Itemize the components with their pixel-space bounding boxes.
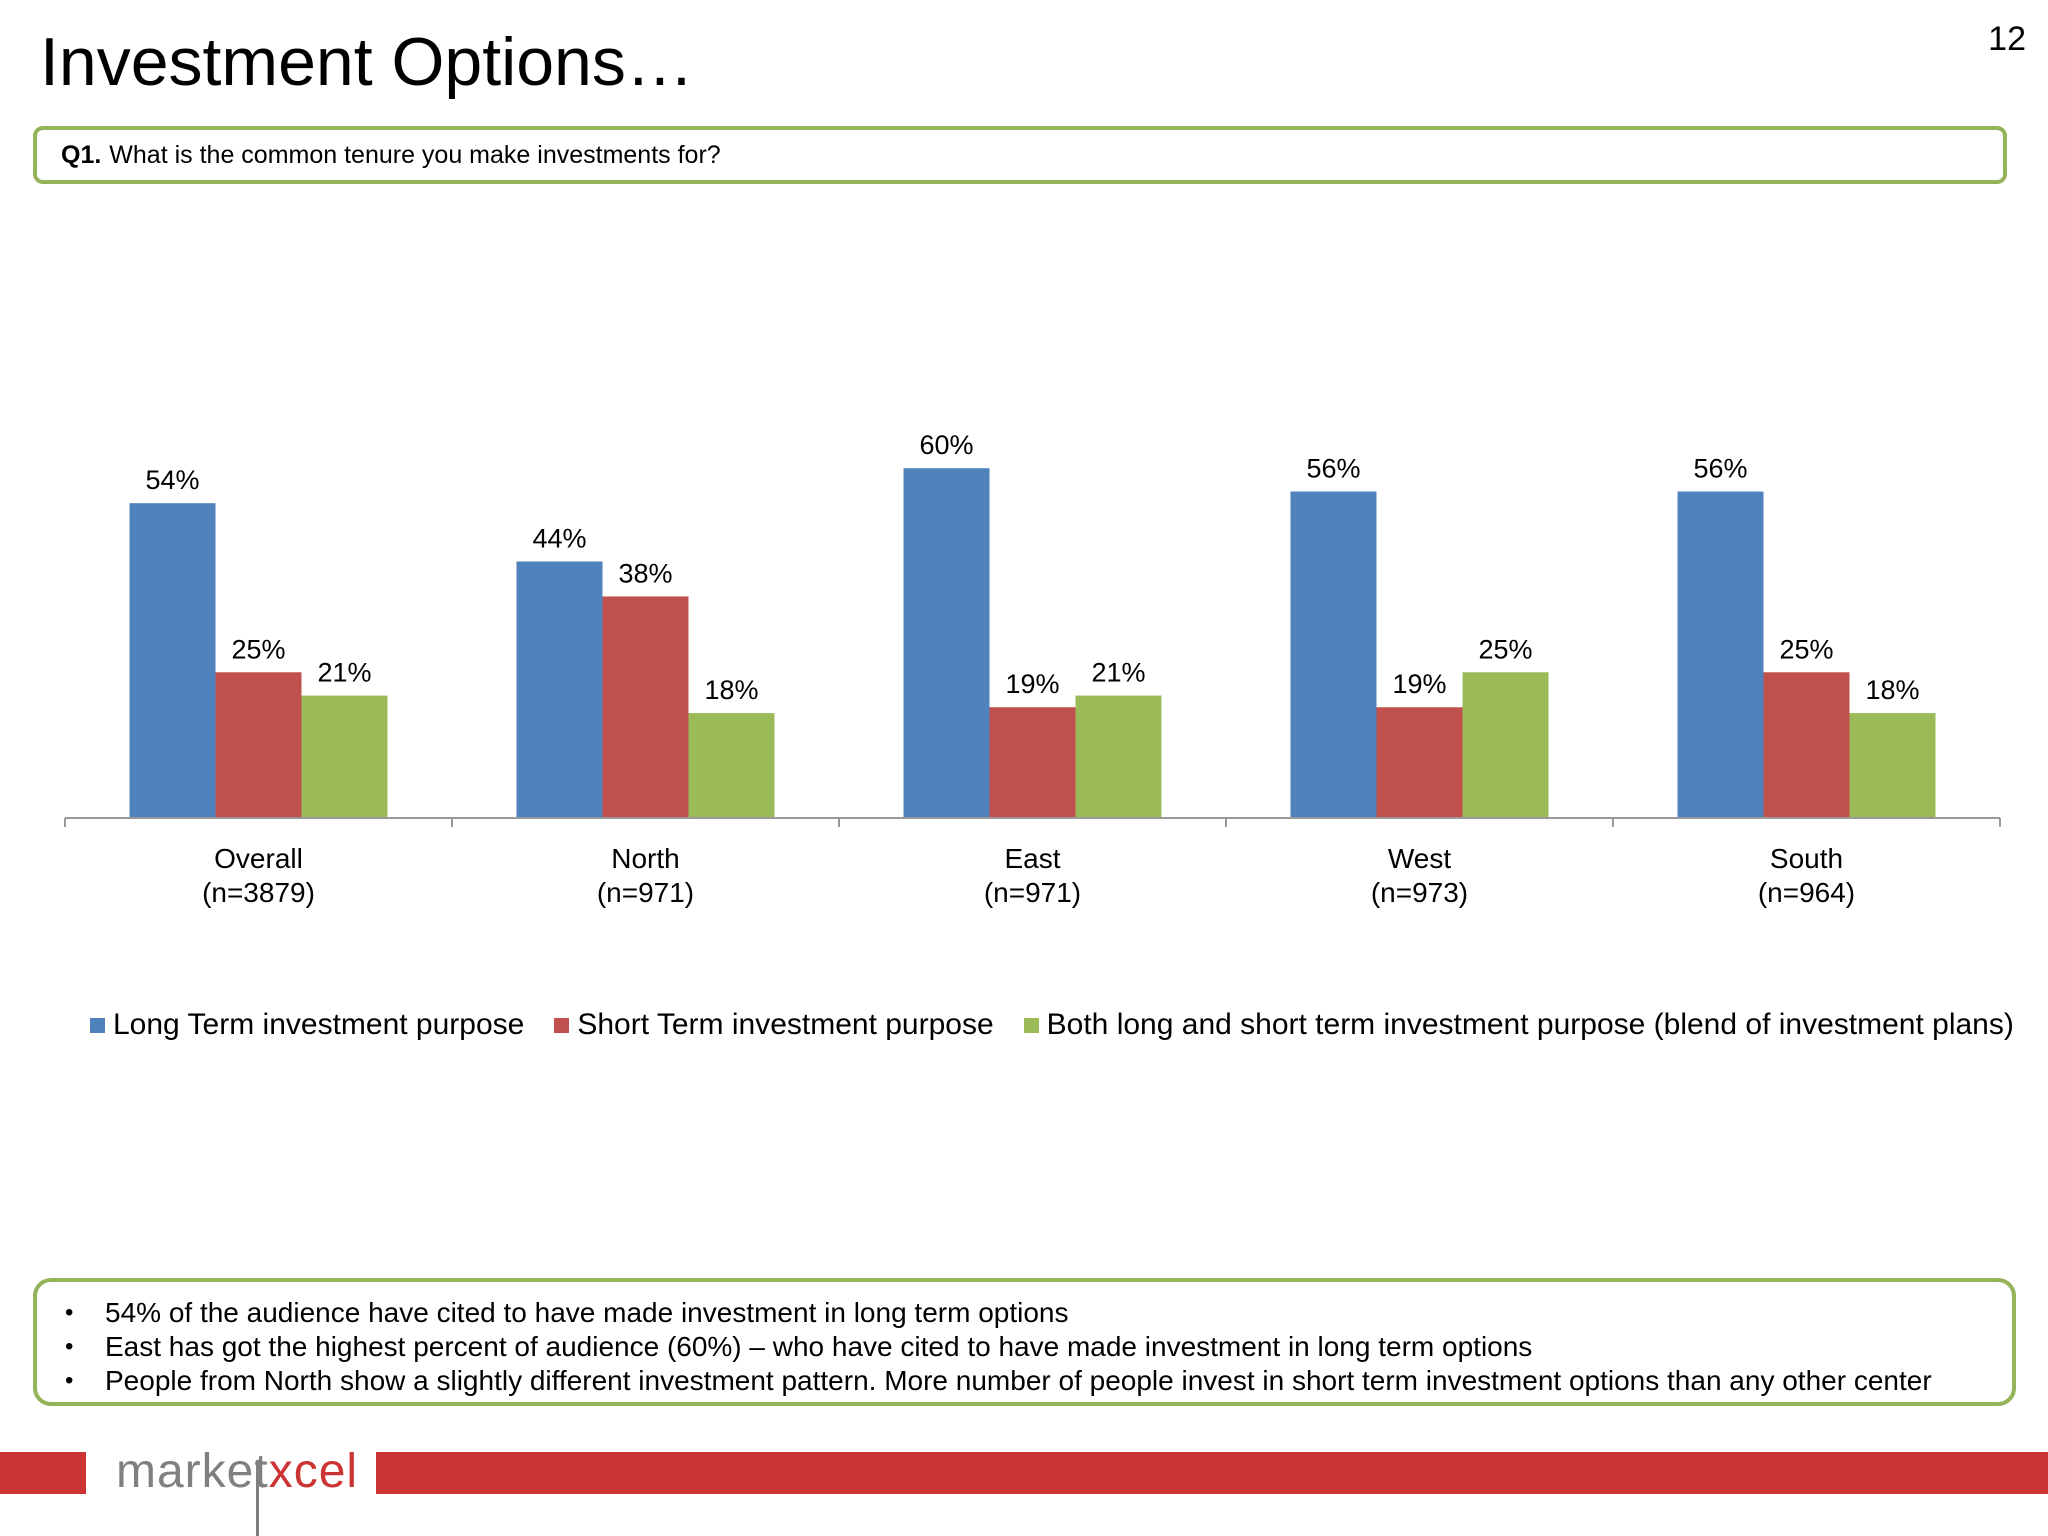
bar [1763, 672, 1850, 818]
data-label: 56% [1693, 454, 1747, 484]
x-tick-sublabel: (n=3879) [202, 877, 315, 908]
data-label: 21% [317, 658, 371, 688]
data-label: 25% [1478, 634, 1532, 664]
bar [215, 672, 302, 818]
data-label: 19% [1005, 669, 1059, 699]
bar-chart: 54%25%21%Overall(n=3879)44%38%18%North(n… [64, 430, 2001, 908]
data-label: 56% [1306, 454, 1360, 484]
bar [1849, 713, 1936, 818]
chart-legend: Long Term investment purpose Short Term … [90, 1008, 2014, 1042]
bar [989, 707, 1076, 818]
bar [688, 713, 775, 818]
legend-swatch-short-term [554, 1017, 570, 1033]
x-tick-sublabel: (n=971) [984, 877, 1081, 908]
bar [129, 503, 216, 818]
legend-label-short-term: Short Term investment purpose [577, 1008, 994, 1041]
x-tick-label: East [1004, 843, 1060, 874]
logo-text-xcel: xcel [268, 1445, 359, 1498]
page-title: Investment Options… [40, 24, 694, 100]
data-label: 19% [1392, 669, 1446, 699]
data-label: 21% [1091, 658, 1145, 688]
data-label: 25% [1779, 634, 1833, 664]
data-label: 18% [704, 675, 758, 705]
bar [903, 468, 990, 818]
question-box: Q1. What is the common tenure you make i… [33, 126, 2007, 184]
bar [301, 695, 388, 818]
logo-divider [256, 1460, 259, 1536]
bar [1462, 672, 1549, 818]
legend-swatch-both [1023, 1017, 1039, 1033]
legend-swatch-long-term [90, 1017, 105, 1033]
legend-label-both: Both long and short term investment purp… [1046, 1008, 2014, 1041]
note-item: People from North show a slightly differ… [65, 1364, 1992, 1398]
legend-item-short-term: Short Term investment purpose [554, 1008, 994, 1042]
x-tick-sublabel: (n=964) [1758, 877, 1855, 908]
legend-label-long-term: Long Term investment purpose [113, 1008, 525, 1041]
page-number: 12 [1988, 20, 2026, 58]
bar [1677, 491, 1764, 818]
notes-list: 54% of the audience have cited to have m… [65, 1296, 1992, 1398]
bar [1075, 695, 1162, 818]
bar [516, 561, 603, 818]
data-label: 60% [919, 430, 973, 460]
data-label: 54% [145, 465, 199, 495]
notes-box: 54% of the audience have cited to have m… [33, 1278, 2016, 1406]
data-label: 44% [532, 523, 586, 553]
footer-bar-left [0, 1452, 86, 1494]
x-tick-sublabel: (n=971) [597, 877, 694, 908]
x-tick-label: West [1388, 843, 1451, 874]
question-text: What is the common tenure you make inves… [109, 140, 721, 169]
note-item: 54% of the audience have cited to have m… [65, 1296, 1992, 1330]
x-tick-label: North [611, 843, 679, 874]
data-label: 25% [231, 634, 285, 664]
logo-text-market: market [116, 1445, 269, 1498]
data-label: 18% [1865, 675, 1919, 705]
note-item: East has got the highest percent of audi… [65, 1330, 1992, 1364]
bar [1376, 707, 1463, 818]
data-label: 38% [618, 558, 672, 588]
legend-item-both: Both long and short term investment purp… [1023, 1008, 2014, 1042]
bar [602, 596, 689, 818]
x-tick-sublabel: (n=973) [1371, 877, 1468, 908]
question-label: Q1. [61, 140, 102, 169]
footer-bar-right [376, 1452, 2048, 1494]
company-logo: marketxcel [116, 1444, 358, 1499]
bar [1290, 491, 1377, 818]
legend-item-long-term: Long Term investment purpose [90, 1008, 524, 1042]
x-tick-label: South [1770, 843, 1843, 874]
x-tick-label: Overall [214, 843, 303, 874]
